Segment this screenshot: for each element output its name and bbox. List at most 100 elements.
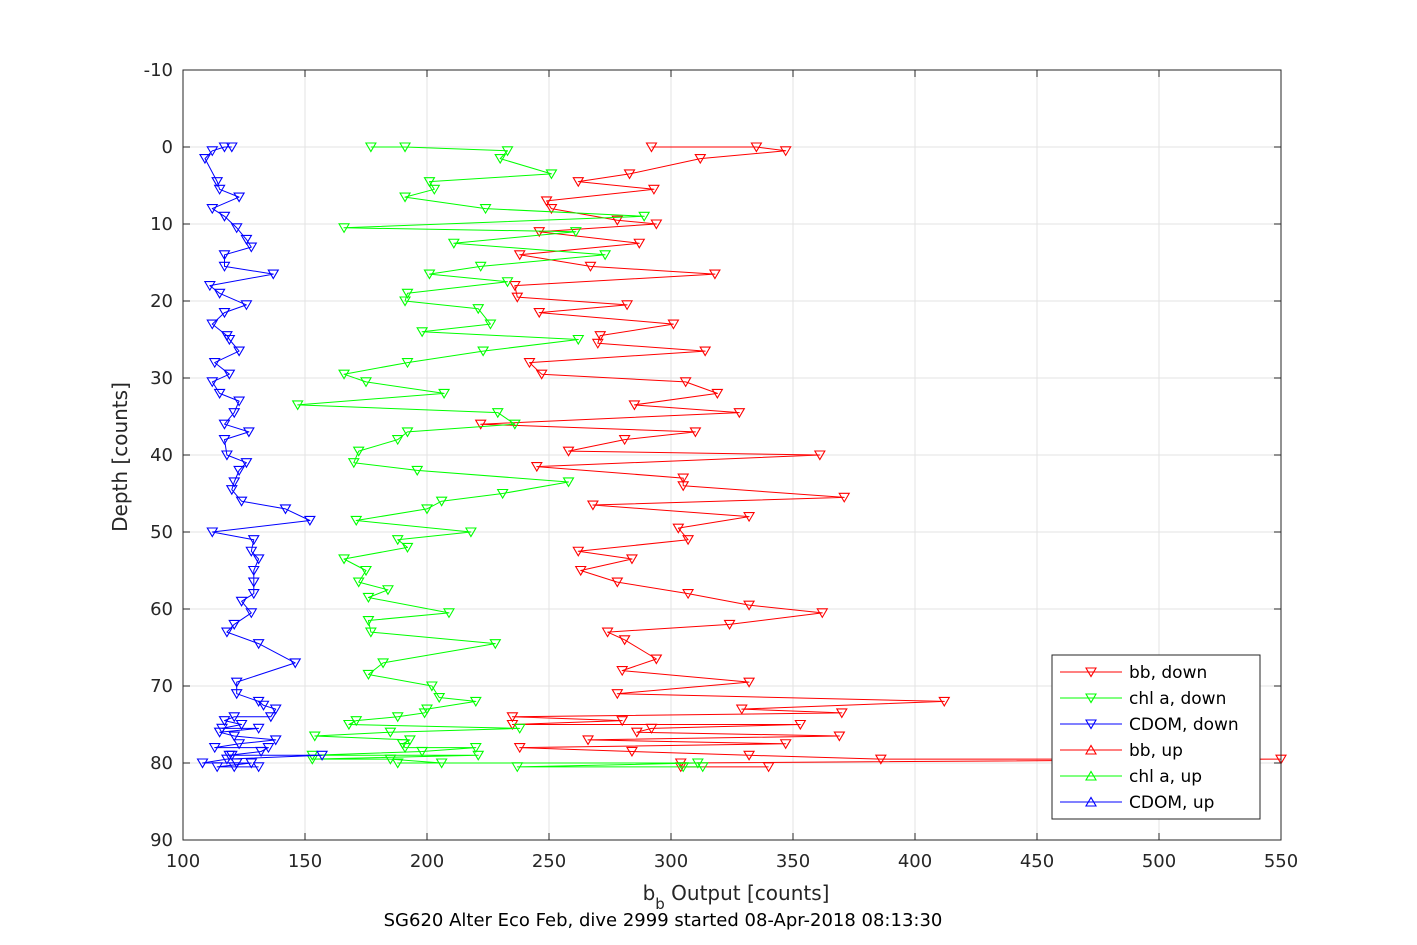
data-point [360,565,372,577]
data-point [252,723,265,734]
y-tick-label: 40 [150,445,173,466]
data-point [711,388,724,399]
data-point [218,211,231,222]
data-point [425,681,438,692]
data-point [464,527,477,538]
data-point [228,408,241,419]
data-point [438,388,451,399]
data-point [625,554,638,565]
data-point [233,346,246,357]
data-point [264,712,277,723]
data-point [421,504,433,515]
data-point [418,708,431,719]
legend-item: CDOM, down [1060,715,1239,735]
data-point [352,577,365,588]
data-point [401,427,414,438]
data-point [423,269,436,280]
x-tick-label: 200 [410,851,444,872]
data-point [208,358,221,369]
data-point [572,334,585,346]
data-point [220,450,233,461]
data-point [750,142,763,153]
data-point [501,277,514,288]
data-point [533,307,546,319]
data-point [594,331,607,342]
data-point [362,615,375,627]
x-tick-label: 400 [898,851,932,872]
legend-item: chl a, up [1060,767,1202,787]
data-point [213,727,226,738]
data-point [835,708,848,719]
data-point [230,223,243,234]
legend-swatch-marker [1085,796,1097,807]
data-point [206,527,219,538]
x-axis-label-rest: Output [counts] [665,881,830,905]
data-point [474,419,487,430]
data-point [611,577,624,588]
data-point [562,446,575,457]
y-tick-label: 0 [162,137,173,158]
legend-label: chl a, up [1129,767,1202,787]
data-point [211,177,224,188]
data-point [338,369,351,380]
x-axis-label-main: b [643,881,656,905]
data-point [316,750,329,761]
legend-item: bb, down [1060,663,1207,683]
data-point [342,719,355,731]
data-point [198,154,211,165]
data-point [208,743,221,754]
data-point [213,184,226,195]
data-point [218,435,231,446]
data-point [650,654,663,665]
legend-swatch-marker [1085,770,1097,781]
data-point [362,669,375,681]
x-tick-label: 150 [288,851,322,872]
data-point [442,608,455,619]
data-point [494,154,507,165]
data-point [779,739,792,750]
data-point [679,377,692,388]
data-point [269,704,282,715]
series-2 [196,142,329,773]
legend-label: chl a, down [1129,689,1226,709]
data-point [338,223,351,234]
data-point [623,169,636,180]
data-point [235,719,248,731]
data-point [677,762,690,773]
data-point [628,400,641,411]
data-point [362,592,375,604]
x-axis-label: bb Output [counts] [643,881,830,913]
data-point [303,515,316,527]
data-point [584,261,597,272]
data-point [672,523,685,534]
x-tick-label: 300 [654,851,688,872]
legend-swatch-marker [1085,693,1097,704]
legend-box [1051,654,1261,820]
x-tick-label: 550 [1264,851,1298,872]
data-point [625,746,638,758]
data-point [511,762,524,773]
data-point [569,227,582,238]
data-point [225,485,238,496]
data-point [433,692,446,704]
y-tick-label: 50 [150,522,173,543]
data-point [360,377,372,388]
data-point [874,754,887,765]
data-point [401,288,414,299]
data-point [833,731,846,742]
data-point [399,743,412,754]
data-point [338,554,351,565]
data-point [616,716,629,727]
data-point [496,488,509,500]
data-point [472,750,485,761]
y-tick-label: 60 [150,599,173,620]
data-point [233,396,246,407]
data-point [416,327,429,338]
data-point [601,627,614,638]
data-point [381,585,394,596]
data-point [572,546,585,557]
data-point [699,346,712,357]
series-line [297,146,703,768]
data-point [211,762,224,773]
data-point [255,746,268,758]
